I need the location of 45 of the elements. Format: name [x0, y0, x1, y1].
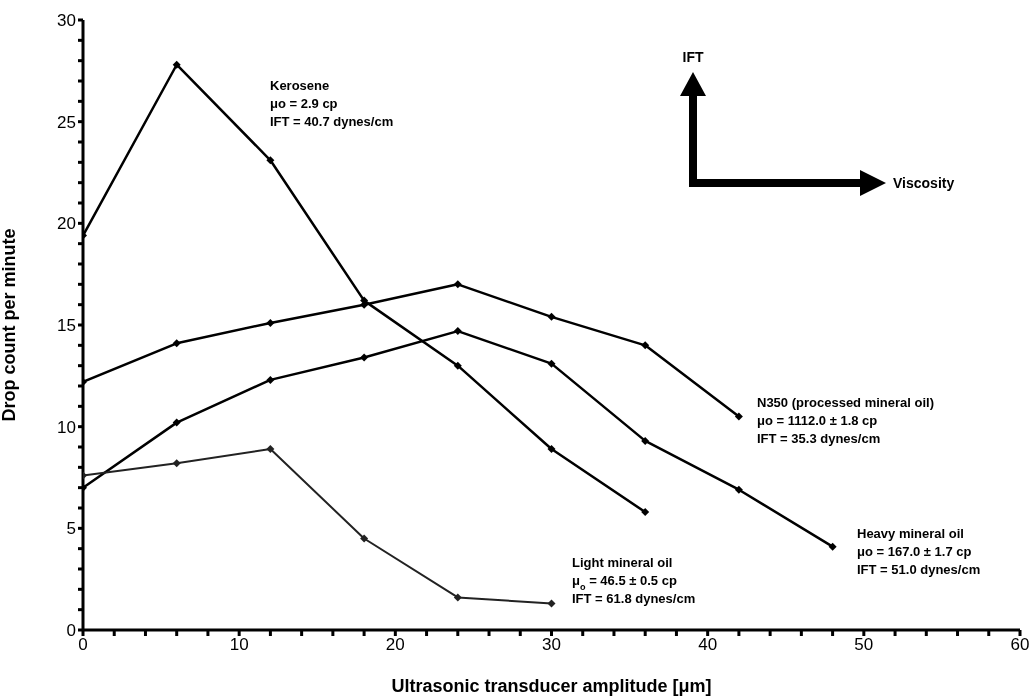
- point: [641, 341, 650, 350]
- point: [734, 485, 743, 494]
- point: [266, 156, 275, 165]
- annotation: Heavy mineral oil μo = 167.0 ± 1.7 cp IFT = 51.0 dynes/cm: [857, 526, 981, 577]
- x-tick-label: 50: [854, 635, 874, 655]
- y-axis-title: Drop count per minute: [0, 228, 20, 422]
- point: [641, 508, 650, 517]
- point: [266, 445, 275, 454]
- annotation: N350 (processed mineral oil) μo = 1112.0 ± 1.8 cp IFT = 35.3 dynes/cm: [757, 395, 935, 446]
- point: [547, 599, 556, 608]
- annotation: Kerosene μo = 2.9 cp IFT = 40.7 dynes/cm: [270, 78, 394, 129]
- point: [828, 542, 837, 551]
- point: [547, 359, 556, 368]
- point: [547, 445, 556, 454]
- point: [172, 60, 181, 69]
- x-axis-title: Ultrasonic transducer amplitude [μm]: [391, 676, 712, 696]
- x-tick-label: 20: [385, 635, 405, 655]
- point: [360, 534, 369, 543]
- x-tick-label: 60: [1010, 635, 1030, 655]
- point: [172, 339, 181, 348]
- y-tick-label: 15: [57, 316, 76, 336]
- y-tick-label: 30: [57, 11, 76, 31]
- point: [641, 436, 650, 445]
- point: [360, 353, 369, 362]
- x-tick-label: 40: [698, 635, 718, 655]
- point: [547, 312, 556, 321]
- y-tick-label: 5: [66, 519, 76, 539]
- y-tick-label: 20: [57, 214, 76, 234]
- point: [266, 375, 275, 384]
- x-tick-label: 10: [229, 635, 249, 655]
- annotation: Viscosity: [893, 175, 955, 191]
- y-tick-label: 10: [57, 417, 76, 437]
- point: [453, 361, 462, 370]
- y-tick-label: 25: [57, 112, 76, 132]
- point: [453, 593, 462, 602]
- point: [266, 318, 275, 327]
- x-tick-label: 30: [542, 635, 561, 655]
- annotation: IFT: [682, 49, 704, 65]
- point: [172, 459, 181, 468]
- annotation: Light mineral oil μ$_{o}$ = 46.5 ± 0.5 cp IFT = 61.8 dynes/cm: [572, 555, 696, 606]
- y-tick-label: 0: [66, 621, 76, 641]
- point: [453, 280, 462, 289]
- point: [453, 327, 462, 336]
- point: [172, 418, 181, 427]
- point: [734, 412, 743, 421]
